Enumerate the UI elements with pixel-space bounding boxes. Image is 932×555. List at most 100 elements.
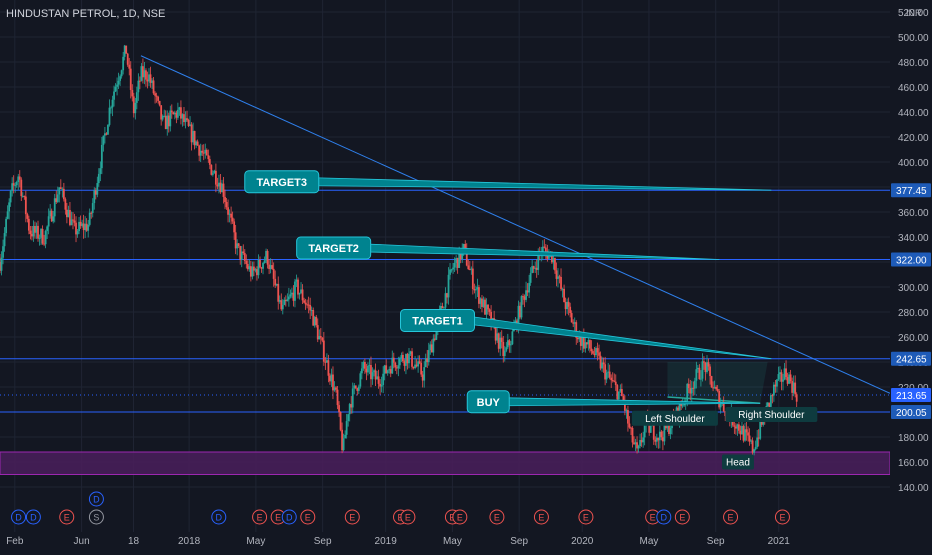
candle-body [567,301,570,307]
event-letter[interactable]: E [583,513,589,523]
event-marker[interactable] [489,509,505,525]
candle-body [569,306,572,314]
candle-body [47,216,50,227]
event-marker[interactable] [656,509,672,525]
event-marker[interactable] [533,509,549,525]
descending-trendline[interactable] [140,55,891,394]
candle-body [596,348,599,353]
event-marker[interactable] [211,509,227,525]
event-marker[interactable] [25,509,41,525]
candle-body [272,268,275,279]
pattern-label-bg [725,407,818,422]
event-marker[interactable] [400,509,416,525]
event-letter[interactable]: E [305,513,311,523]
candle-body [526,290,529,293]
event-letter[interactable]: D [30,513,37,523]
candle-body [414,364,416,369]
pattern-label-bg [721,454,754,470]
candle-body [599,355,602,369]
callout-label[interactable]: TARGET2 [308,243,359,255]
event-letter[interactable]: E [650,513,656,523]
event-letter[interactable]: D [216,513,223,523]
candle-body [660,431,663,438]
candle-body [93,190,96,204]
callout-pointer[interactable] [314,177,772,191]
event-letter[interactable]: E [779,513,785,523]
event-letter[interactable]: E [728,513,734,523]
event-marker[interactable] [674,509,690,525]
candle-body [31,233,33,237]
event-marker[interactable] [452,509,468,525]
candle-body [345,421,348,435]
candle-body [446,293,448,298]
callout-box[interactable] [296,236,372,260]
candle-body [766,402,769,407]
candle-body [643,425,646,438]
candle-body [476,287,479,290]
event-markers[interactable]: DDESDDEEDEEEEEEEEEEDEEE [11,491,790,525]
candle-body [506,340,509,348]
callout-pointer[interactable] [470,316,772,360]
event-marker[interactable] [11,509,27,525]
candle-body [116,84,118,87]
candle-body [325,360,328,363]
event-letter[interactable]: D [93,495,100,505]
candle-body [420,362,423,375]
candle-body [102,135,105,145]
callout-box[interactable] [244,170,320,194]
event-letter[interactable]: E [457,513,463,523]
event-marker[interactable] [252,509,268,525]
candle-body [275,283,278,286]
callout-label[interactable]: BUY [477,397,501,409]
candle-body [149,74,152,83]
candle-body [620,389,623,397]
event-letter[interactable]: D [15,513,22,523]
candle-body [706,362,708,372]
event-letter[interactable]: E [679,513,685,523]
y-tick-label: 180.00 [898,433,929,444]
callout-label[interactable]: TARGET1 [412,316,463,328]
candle-body [178,107,181,110]
candle-body [662,437,664,442]
event-marker[interactable] [723,509,739,525]
callout-box[interactable] [466,390,510,414]
event-letter[interactable]: E [538,513,544,523]
event-marker[interactable] [300,509,316,525]
candle-body [751,440,754,453]
event-letter[interactable]: E [405,513,411,523]
candle-body [243,253,246,261]
candle-body [176,109,179,118]
callout-annotations[interactable]: TARGET3 TARGET2 TARGET1 BUY [244,170,772,414]
event-letter[interactable]: E [257,513,263,523]
event-marker[interactable] [59,509,75,525]
candle-body [771,395,774,397]
event-marker[interactable] [774,509,790,525]
x-tick-label: 2019 [375,536,398,547]
event-letter[interactable]: E [494,513,500,523]
event-marker[interactable] [88,509,104,525]
candle-body [777,374,780,380]
event-letter[interactable]: S [93,513,99,523]
candle-body [722,402,725,412]
candle-body [707,362,710,367]
event-letter[interactable]: E [349,513,355,523]
event-letter[interactable]: E [275,513,281,523]
event-marker[interactable] [578,509,594,525]
candle-body [535,267,538,270]
candle-body [409,351,412,354]
event-marker[interactable] [88,491,104,507]
trendline[interactable] [140,55,891,394]
candle-body [126,53,129,65]
event-marker[interactable] [344,509,360,525]
event-letter[interactable]: E [64,513,70,523]
callout-box[interactable] [400,309,475,332]
candle-body [747,432,749,436]
event-marker[interactable] [281,509,297,525]
event-letter[interactable]: D [286,513,293,523]
event-letter[interactable]: D [661,513,668,523]
candle-body [163,115,166,117]
callout-label[interactable]: TARGET3 [256,177,307,189]
candle-body [281,304,284,310]
